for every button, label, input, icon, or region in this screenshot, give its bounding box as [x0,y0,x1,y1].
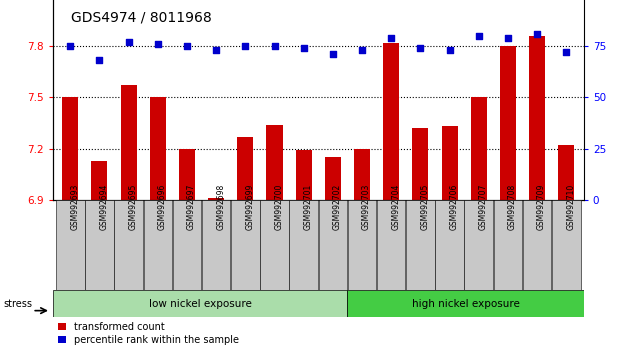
Point [445,47,455,53]
Bar [62,97,78,200]
Bar [325,157,341,200]
Bar [237,137,253,200]
Point [532,31,542,36]
Point [503,35,513,41]
Bar [260,200,289,290]
Text: GSM992710: GSM992710 [566,184,575,230]
Point [94,58,104,63]
Point [561,49,571,55]
Bar [173,200,201,290]
Bar [91,161,107,200]
Bar [114,200,143,290]
Point [357,47,367,53]
Bar [523,200,551,290]
Bar [412,128,428,200]
Bar [85,200,114,290]
Text: GSM992698: GSM992698 [216,184,225,230]
Text: GSM992705: GSM992705 [420,184,429,230]
Bar [120,85,137,200]
Text: GSM992709: GSM992709 [537,184,546,230]
Text: stress: stress [3,298,32,309]
Point [474,33,484,39]
Bar [208,198,224,200]
Point [328,51,338,57]
Text: GSM992693: GSM992693 [70,184,79,230]
Text: GSM992706: GSM992706 [450,184,458,230]
Bar [179,149,195,200]
Text: GSM992702: GSM992702 [333,184,342,230]
Bar [296,150,312,200]
Point [240,43,250,49]
Text: GSM992700: GSM992700 [274,184,284,230]
Bar [383,42,399,200]
Point [211,47,221,53]
Point [386,35,396,41]
Bar [354,149,370,200]
Text: GSM992708: GSM992708 [508,184,517,230]
Bar [435,200,464,290]
Text: GSM992697: GSM992697 [187,184,196,230]
Point [65,43,75,49]
Text: GSM992699: GSM992699 [245,184,255,230]
Bar [465,200,493,290]
Bar [231,200,260,290]
Bar [529,36,545,200]
Text: GSM992701: GSM992701 [304,184,313,230]
Bar [56,200,84,290]
Bar [494,200,522,290]
Text: GSM992694: GSM992694 [99,184,109,230]
Bar [319,200,347,290]
Bar [53,290,347,317]
Bar [442,126,458,200]
Text: GSM992695: GSM992695 [129,184,138,230]
Text: GSM992704: GSM992704 [391,184,400,230]
Text: low nickel exposure: low nickel exposure [148,298,252,309]
Point [153,41,163,47]
Bar [289,200,318,290]
Point [182,43,192,49]
Text: GDS4974 / 8011968: GDS4974 / 8011968 [71,11,212,25]
Text: GSM992696: GSM992696 [158,184,167,230]
Bar [552,200,581,290]
Bar [406,200,435,290]
Bar [558,145,574,200]
Point [299,45,309,51]
Text: high nickel exposure: high nickel exposure [412,298,520,309]
Bar [348,200,376,290]
Legend: transformed count, percentile rank within the sample: transformed count, percentile rank withi… [58,322,239,344]
Text: GSM992707: GSM992707 [479,184,487,230]
Bar [150,97,166,200]
Text: GSM992703: GSM992703 [362,184,371,230]
Point [124,39,134,45]
Bar [377,200,406,290]
Point [270,43,279,49]
Bar [202,200,230,290]
Bar [500,46,516,200]
Bar [471,97,487,200]
Point [415,45,425,51]
Bar [143,200,172,290]
Bar [266,125,283,200]
Bar [347,290,584,317]
